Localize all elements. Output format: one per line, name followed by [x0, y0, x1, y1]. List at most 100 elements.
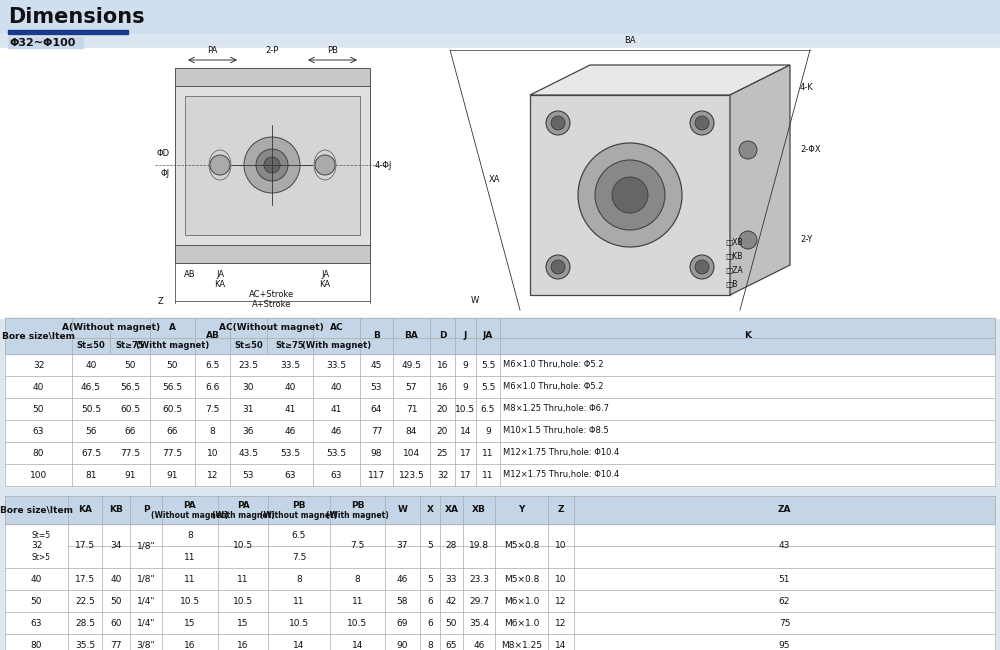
- Text: AB: AB: [206, 332, 219, 341]
- Text: 8: 8: [210, 426, 215, 436]
- Text: 23.3: 23.3: [469, 575, 489, 584]
- Text: 33.5: 33.5: [280, 361, 300, 369]
- Circle shape: [695, 260, 709, 274]
- Text: 5.5: 5.5: [481, 361, 495, 369]
- Text: 17: 17: [460, 471, 471, 480]
- Text: 40: 40: [31, 575, 42, 584]
- Text: 1/8": 1/8": [137, 541, 155, 551]
- Text: 53: 53: [243, 471, 254, 480]
- Text: 57: 57: [406, 382, 417, 391]
- Text: A+Stroke: A+Stroke: [252, 300, 292, 309]
- Text: XA: XA: [488, 176, 500, 185]
- Text: M12×1.75 Thru,hole: Φ10.4: M12×1.75 Thru,hole: Φ10.4: [503, 471, 619, 480]
- Text: 1/4": 1/4": [137, 597, 155, 606]
- Text: Y: Y: [518, 506, 525, 515]
- Text: 60.5: 60.5: [162, 404, 183, 413]
- Text: P: P: [143, 506, 149, 515]
- Text: □B: □B: [725, 281, 737, 289]
- Text: M6×1.0: M6×1.0: [504, 597, 539, 606]
- Text: Z: Z: [157, 296, 163, 306]
- Text: 10.5: 10.5: [233, 541, 253, 551]
- Text: M6×1.0 Thru,hole: Φ5.2: M6×1.0 Thru,hole: Φ5.2: [503, 382, 604, 391]
- Text: 25: 25: [437, 448, 448, 458]
- Text: 33: 33: [446, 575, 457, 584]
- Text: 5: 5: [427, 541, 433, 551]
- Text: 58: 58: [397, 597, 408, 606]
- Text: 123.5: 123.5: [399, 471, 424, 480]
- Text: 66: 66: [167, 426, 178, 436]
- Text: M8×1.25 Thru,hole: Φ6.7: M8×1.25 Thru,hole: Φ6.7: [503, 404, 609, 413]
- Text: 14: 14: [555, 640, 567, 649]
- Text: 11: 11: [482, 448, 494, 458]
- Text: 15: 15: [237, 619, 249, 627]
- Text: 28.5: 28.5: [75, 619, 95, 627]
- Text: 12: 12: [555, 597, 567, 606]
- Bar: [8, 37, 83, 48]
- Text: Dimensions: Dimensions: [8, 7, 145, 27]
- Text: □KB: □KB: [725, 252, 742, 261]
- Circle shape: [551, 260, 565, 274]
- Text: KA: KA: [214, 280, 226, 289]
- Text: 40: 40: [110, 575, 122, 584]
- Text: 32: 32: [31, 541, 42, 551]
- Text: 46: 46: [284, 426, 296, 436]
- Text: 50: 50: [446, 619, 457, 627]
- Text: M6×1.0: M6×1.0: [504, 619, 539, 627]
- Circle shape: [612, 177, 648, 213]
- Text: 63: 63: [33, 426, 44, 436]
- Bar: [5, 318, 995, 354]
- Text: 8: 8: [187, 530, 193, 540]
- Bar: [175, 68, 370, 86]
- Text: K: K: [744, 332, 751, 341]
- Circle shape: [695, 116, 709, 130]
- Text: 50: 50: [110, 597, 122, 606]
- Text: A(Without magnet): A(Without magnet): [62, 324, 160, 333]
- Text: 14: 14: [352, 640, 363, 649]
- Text: 6: 6: [427, 597, 433, 606]
- Text: AC(Without magnet): AC(Without magnet): [219, 324, 324, 333]
- Text: 16: 16: [437, 382, 448, 391]
- Text: 8: 8: [427, 640, 433, 649]
- Text: 34: 34: [110, 541, 122, 551]
- Text: 56.5: 56.5: [120, 382, 140, 391]
- Bar: [5, 318, 995, 486]
- Circle shape: [315, 155, 335, 175]
- Text: 41: 41: [284, 404, 296, 413]
- Text: PB: PB: [327, 46, 338, 55]
- Text: BA: BA: [624, 36, 636, 45]
- Text: 32: 32: [33, 361, 44, 369]
- Text: 104: 104: [403, 448, 420, 458]
- Text: 40: 40: [331, 382, 342, 391]
- Text: B: B: [373, 332, 380, 341]
- Circle shape: [244, 137, 300, 193]
- Text: 50: 50: [124, 361, 136, 369]
- Text: 95: 95: [779, 640, 790, 649]
- Text: 69: 69: [397, 619, 408, 627]
- Text: 71: 71: [406, 404, 417, 413]
- Text: 11: 11: [482, 471, 494, 480]
- Text: (Without magnet): (Without magnet): [151, 512, 229, 521]
- Text: 7.5: 7.5: [292, 552, 306, 562]
- Text: 46: 46: [331, 426, 342, 436]
- Text: ZA: ZA: [778, 506, 791, 515]
- Text: 2-ΦX: 2-ΦX: [800, 146, 821, 155]
- Text: 50.5: 50.5: [81, 404, 101, 413]
- Bar: [0, 48, 1000, 318]
- Text: AC+Stroke: AC+Stroke: [249, 290, 295, 299]
- Text: 60: 60: [110, 619, 122, 627]
- Text: 51: 51: [779, 575, 790, 584]
- Text: 46: 46: [397, 575, 408, 584]
- Text: (With magnet): (With magnet): [326, 512, 389, 521]
- Text: 5: 5: [427, 575, 433, 584]
- Text: 4-K: 4-K: [800, 83, 814, 92]
- Text: 53.5: 53.5: [280, 448, 300, 458]
- Text: 6.6: 6.6: [205, 382, 220, 391]
- Bar: [0, 0, 1000, 35]
- Text: JA: JA: [321, 270, 329, 279]
- Text: 1/8": 1/8": [137, 575, 155, 584]
- Text: ΦJ: ΦJ: [161, 168, 170, 177]
- Text: 77: 77: [110, 640, 122, 649]
- Text: XA: XA: [444, 506, 458, 515]
- Text: Φ32~Φ100: Φ32~Φ100: [10, 38, 76, 48]
- Text: 30: 30: [243, 382, 254, 391]
